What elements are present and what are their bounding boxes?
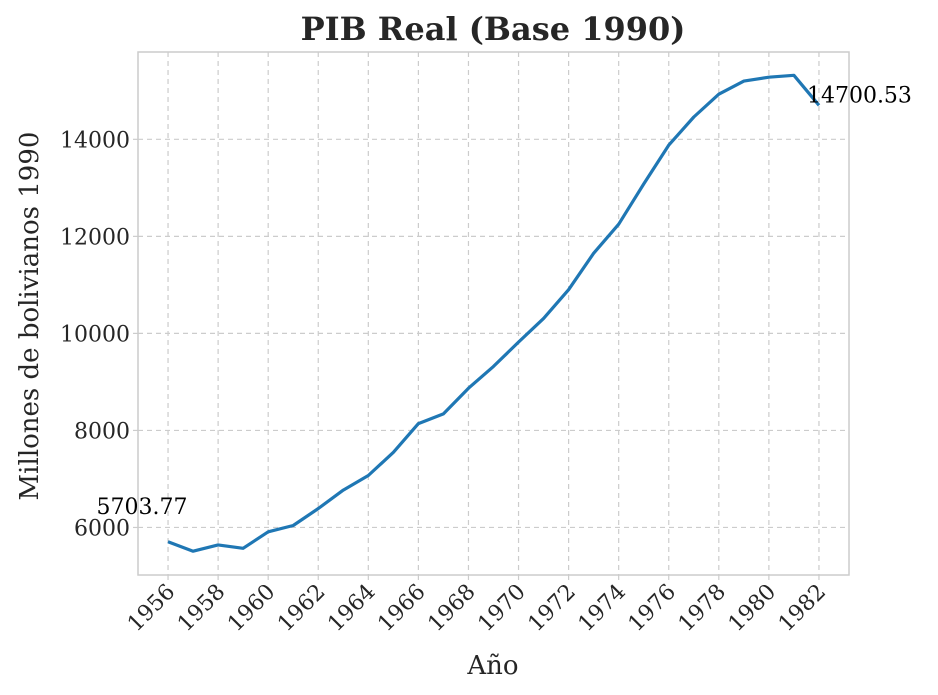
- x-tick-label: 1958: [173, 580, 230, 637]
- plot-frame: [137, 51, 850, 576]
- y-tick-label: 10000: [60, 322, 130, 347]
- x-tick-label: 1960: [223, 580, 280, 637]
- x-axis-label: Año: [466, 651, 518, 681]
- x-tick-label: 1956: [123, 580, 180, 637]
- x-tick-label: 1974: [574, 580, 631, 637]
- series-line-pib: [167, 73, 821, 553]
- axis-ticks: 1956195819601962196419661968197019721974…: [60, 128, 831, 637]
- x-tick-label: 1962: [273, 580, 330, 637]
- y-axis-label: Millones de bolivianos 1990: [15, 132, 45, 501]
- x-tick-label: 1964: [323, 580, 380, 637]
- grid: [138, 52, 849, 575]
- y-tick-label: 12000: [60, 225, 130, 250]
- x-tick-label: 1970: [474, 580, 531, 637]
- x-tick-label: 1980: [724, 580, 781, 637]
- x-tick-label: 1976: [624, 580, 681, 637]
- chart-title: PIB Real (Base 1990): [301, 10, 686, 48]
- value-annotation: 14700.53: [807, 83, 912, 108]
- x-tick-label: 1982: [774, 580, 831, 637]
- x-tick-label: 1968: [423, 580, 480, 637]
- annotations: 5703.77 14700.53: [97, 83, 912, 519]
- y-tick-label: 8000: [74, 419, 130, 444]
- x-tick-label: 1966: [373, 580, 430, 637]
- y-tick-label: 6000: [74, 516, 130, 541]
- x-tick-label: 1972: [524, 580, 581, 637]
- x-tick-label: 1978: [674, 580, 731, 637]
- y-tick-label: 14000: [60, 128, 130, 153]
- value-annotation: 5703.77: [97, 495, 188, 520]
